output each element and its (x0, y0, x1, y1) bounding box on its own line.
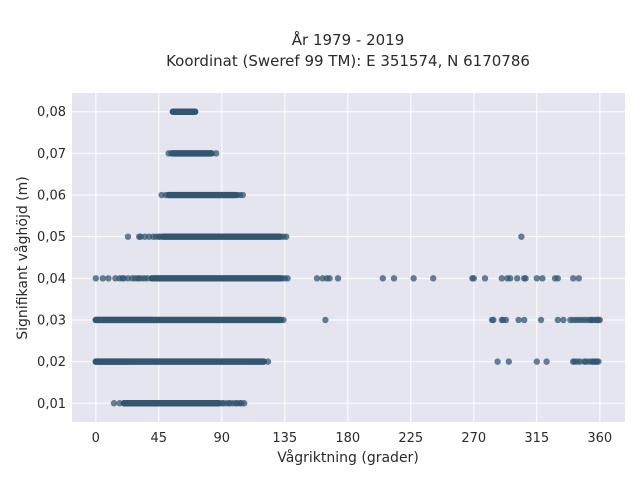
data-point (379, 275, 386, 282)
y-axis-label: Signifikant våghöjd (m) (14, 176, 31, 339)
data-point (284, 275, 291, 282)
data-point (157, 233, 164, 240)
data-point (522, 275, 529, 282)
data-point (494, 358, 501, 365)
y-tick-label: 0,01 (37, 397, 66, 412)
x-tick-label: 180 (335, 431, 360, 446)
data-point (110, 400, 118, 407)
y-tick-label: 0,08 (37, 105, 66, 120)
y-tick-label: 0,05 (37, 230, 66, 245)
data-point (481, 275, 489, 282)
data-point (168, 150, 175, 157)
y-tick-label: 0,07 (37, 147, 66, 162)
data-point (554, 316, 561, 324)
y-tick-label: 0,03 (37, 313, 66, 328)
data-point (543, 358, 550, 365)
data-point (334, 275, 342, 282)
data-point (595, 358, 602, 365)
y-tick-label: 0,06 (37, 189, 66, 204)
data-point (390, 275, 398, 282)
x-tick-label: 360 (587, 431, 612, 446)
data-point (490, 316, 497, 324)
data-point (410, 275, 417, 282)
data-point (596, 316, 603, 324)
x-tick-labels: 0 45 90 135 180 225 270 315 360 (92, 431, 613, 446)
x-tick-label: 270 (461, 431, 486, 446)
data-point (560, 316, 567, 324)
y-tick-label: 0,04 (37, 272, 66, 287)
x-tick-label: 135 (272, 431, 297, 446)
data-point (99, 275, 107, 282)
data-point (313, 275, 321, 282)
data-point (470, 275, 477, 282)
x-tick-label: 315 (524, 431, 549, 446)
data-point (239, 191, 246, 199)
data-point (537, 316, 545, 324)
data-point (539, 275, 546, 282)
data-point (533, 275, 540, 282)
x-tick-label: 0 (92, 431, 100, 446)
data-point (213, 150, 220, 157)
data-point (105, 275, 112, 282)
data-points (92, 108, 603, 407)
data-point (430, 275, 437, 282)
data-point (283, 233, 290, 240)
data-point (116, 400, 123, 407)
data-point (326, 275, 333, 282)
x-tick-label: 225 (398, 431, 423, 446)
data-point (124, 233, 132, 240)
y-tick-labels: 0,01 0,02 0,03 0,04 0,05 0,06 0,07 0,08 (37, 105, 66, 412)
data-point (322, 316, 329, 324)
data-point (515, 316, 522, 324)
data-point (241, 400, 248, 407)
data-point (521, 316, 528, 324)
x-tick-label: 90 (214, 431, 231, 446)
data-point (575, 275, 582, 282)
x-axis-label: Vågriktning (grader) (277, 449, 419, 466)
plot-background (72, 93, 625, 422)
data-point (123, 358, 130, 365)
data-point (92, 275, 100, 282)
data-point (162, 191, 169, 199)
data-point (514, 275, 521, 282)
data-point (264, 358, 272, 365)
data-point (502, 316, 510, 324)
data-point (280, 316, 287, 324)
data-point (507, 275, 514, 282)
data-point (505, 358, 512, 365)
data-point (144, 275, 151, 282)
chart-title-line-1: År 1979 - 2019 (292, 30, 405, 49)
chart-title-line-2: Koordinat (Sweref 99 TM): E 351574, N 61… (166, 52, 530, 70)
data-point (533, 358, 540, 365)
data-point (570, 275, 577, 282)
x-tick-label: 45 (151, 431, 168, 446)
data-point (498, 275, 505, 282)
data-point (518, 233, 525, 240)
y-tick-label: 0,02 (37, 355, 66, 370)
data-point (554, 275, 561, 282)
data-point (148, 316, 155, 324)
